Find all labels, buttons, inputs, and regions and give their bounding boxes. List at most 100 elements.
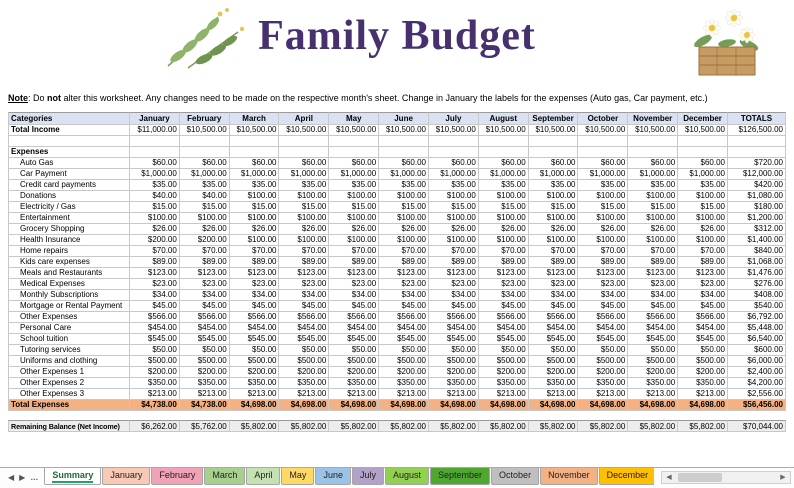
total-cell[interactable]: $6,000.00 [727,356,786,367]
cell[interactable]: $15.00 [379,202,429,213]
cell[interactable]: $200.00 [428,367,479,378]
cell[interactable]: $350.00 [379,378,429,389]
cell[interactable]: $15.00 [130,202,180,213]
cell[interactable]: $26.00 [379,224,429,235]
cell[interactable]: $89.00 [628,257,679,268]
cell[interactable]: $454.00 [578,323,629,334]
cell[interactable] [379,147,429,158]
row-label[interactable]: Donations [8,191,130,202]
cell[interactable]: $123.00 [379,268,429,279]
cell[interactable]: $100.00 [478,213,529,224]
cell[interactable]: $500.00 [329,356,380,367]
cell[interactable]: $100.00 [578,191,629,202]
cell[interactable]: $350.00 [428,378,479,389]
cell[interactable]: $26.00 [528,224,579,235]
cell[interactable]: $1,000.00 [578,169,629,180]
cell[interactable]: $26.00 [678,224,728,235]
cell[interactable]: $35.00 [428,180,479,191]
cell[interactable] [727,136,786,147]
cell[interactable]: $200.00 [528,367,579,378]
cell[interactable]: $26.00 [130,224,180,235]
cell[interactable]: $500.00 [279,356,330,367]
cell[interactable]: $454.00 [179,323,230,334]
cell[interactable]: $35.00 [279,180,330,191]
column-header[interactable]: August [478,112,529,125]
cell[interactable]: $45.00 [229,301,280,312]
cell[interactable]: $45.00 [179,301,230,312]
column-header[interactable]: November [628,112,679,125]
cell[interactable]: $5,802.00 [229,420,280,432]
cell[interactable]: $34.00 [678,290,728,301]
cell[interactable]: $50.00 [628,345,679,356]
cell[interactable]: $123.00 [628,268,679,279]
cell[interactable]: $100.00 [678,191,728,202]
cell[interactable]: $10,500.00 [229,125,280,136]
cell[interactable] [229,147,280,158]
cell[interactable]: $34.00 [229,290,280,301]
total-cell[interactable]: $180.00 [727,202,786,213]
cell[interactable]: $89.00 [229,257,280,268]
cell[interactable]: $1,000.00 [329,169,380,180]
cell[interactable]: $200.00 [229,367,280,378]
cell[interactable]: $100.00 [379,213,429,224]
cell[interactable]: $5,802.00 [478,420,529,432]
cell[interactable]: $89.00 [179,257,230,268]
cell[interactable]: $566.00 [528,312,579,323]
sheet-tab-july[interactable]: July [351,468,384,485]
cell[interactable]: $123.00 [578,268,629,279]
cell[interactable]: $454.00 [428,323,479,334]
cell[interactable]: $45.00 [678,301,728,312]
cell[interactable]: $60.00 [130,158,180,169]
total-cell[interactable]: $420.00 [727,180,786,191]
cell[interactable]: $100.00 [279,191,330,202]
cell[interactable]: $35.00 [229,180,280,191]
column-header[interactable]: April [279,112,330,125]
row-label[interactable]: Medical Expenses [8,279,130,290]
cell[interactable]: $23.00 [428,279,479,290]
cell[interactable]: $70.00 [578,246,629,257]
cell[interactable]: $5,802.00 [528,420,579,432]
row-label[interactable]: Uniforms and clothing [8,356,130,367]
cell[interactable]: $100.00 [628,235,679,246]
cell[interactable]: $15.00 [478,202,529,213]
cell[interactable]: $100.00 [329,191,380,202]
cell[interactable] [130,136,180,147]
cell[interactable]: $100.00 [478,191,529,202]
cell[interactable]: $500.00 [179,356,230,367]
cell[interactable] [179,147,230,158]
cell[interactable]: $50.00 [329,345,380,356]
cell[interactable]: $70.00 [229,246,280,257]
cell[interactable]: $545.00 [528,334,579,345]
cell[interactable]: $350.00 [528,378,579,389]
cell[interactable]: $1,000.00 [130,169,180,180]
cell[interactable]: $26.00 [279,224,330,235]
cell[interactable]: $100.00 [678,213,728,224]
cell[interactable]: $34.00 [179,290,230,301]
cell[interactable]: $60.00 [329,158,380,169]
column-header[interactable]: September [528,112,579,125]
cell[interactable]: $15.00 [578,202,629,213]
cell[interactable]: $10,500.00 [279,125,330,136]
cell[interactable]: $566.00 [179,312,230,323]
cell[interactable]: $500.00 [578,356,629,367]
cell[interactable]: $213.00 [279,389,330,400]
row-label[interactable]: Expenses [8,147,130,158]
cell[interactable]: $26.00 [179,224,230,235]
cell[interactable] [279,136,330,147]
total-cell[interactable]: $5,448.00 [727,323,786,334]
total-cell[interactable]: $408.00 [727,290,786,301]
cell[interactable]: $4,698.00 [229,400,280,411]
cell[interactable]: $200.00 [179,235,230,246]
cell[interactable]: $5,802.00 [578,420,629,432]
cell[interactable]: $213.00 [678,389,728,400]
cell[interactable]: $566.00 [428,312,479,323]
cell[interactable]: $350.00 [329,378,380,389]
cell[interactable]: $34.00 [428,290,479,301]
cell[interactable]: $123.00 [329,268,380,279]
cell[interactable]: $50.00 [379,345,429,356]
total-cell[interactable]: $4,200.00 [727,378,786,389]
scroll-left-icon[interactable]: ◀ [666,474,672,481]
cell[interactable]: $100.00 [428,191,479,202]
column-header[interactable]: Categories [8,112,130,125]
cell[interactable]: $213.00 [428,389,479,400]
